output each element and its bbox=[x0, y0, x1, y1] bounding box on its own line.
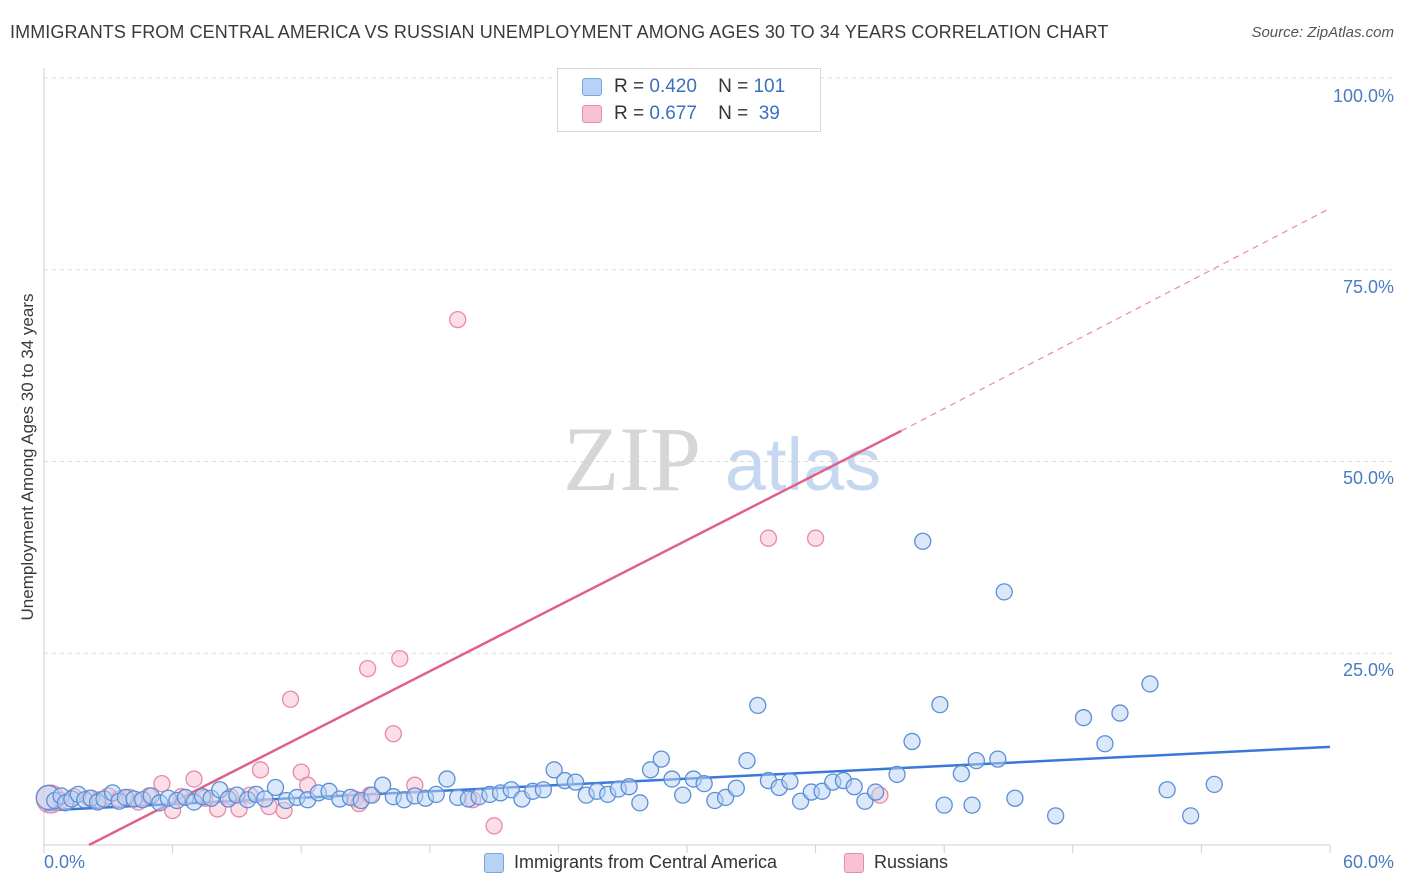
data-point-central-america bbox=[663, 770, 681, 788]
data-point-central-america bbox=[620, 778, 638, 796]
x-tick-label: 0.0% bbox=[44, 852, 86, 872]
data-point-central-america bbox=[781, 772, 799, 790]
legend-r-label: R = bbox=[614, 103, 645, 124]
legend-swatch-blue bbox=[582, 78, 602, 96]
data-point-russians bbox=[153, 774, 171, 793]
data-point-central-america bbox=[903, 732, 921, 751]
data-point-central-america bbox=[738, 751, 756, 770]
legend-row-blue: R = 0.420 N = 101 bbox=[582, 76, 785, 98]
y-tick-label: 75.0% bbox=[1342, 277, 1394, 297]
trend-lines bbox=[43, 207, 1331, 847]
data-point-russians bbox=[391, 649, 409, 668]
trend-line-russians bbox=[88, 429, 902, 847]
data-point-russians bbox=[185, 770, 203, 788]
data-point-central-america bbox=[967, 751, 985, 770]
legend-r-value: 0.420 bbox=[649, 76, 697, 97]
data-point-central-america bbox=[1047, 807, 1065, 825]
data-point-russians bbox=[384, 725, 403, 743]
data-point-central-america bbox=[363, 786, 381, 804]
watermark: ZIP atlas bbox=[563, 408, 881, 510]
legend-label: Immigrants from Central America bbox=[514, 852, 778, 872]
data-point-central-america bbox=[1006, 789, 1024, 807]
axes bbox=[43, 68, 1331, 853]
data-point-central-america bbox=[695, 774, 713, 793]
data-point-central-america bbox=[1096, 735, 1114, 753]
data-point-central-america bbox=[566, 773, 585, 791]
data-point-central-america bbox=[1205, 775, 1223, 794]
data-point-central-america bbox=[266, 778, 285, 797]
data-point-central-america bbox=[641, 761, 660, 779]
legend-n-value: 101 bbox=[753, 76, 786, 97]
series-legend: Immigrants from Central America Russians bbox=[0, 852, 1406, 876]
data-point-central-america bbox=[749, 696, 767, 715]
data-point-central-america bbox=[995, 583, 1013, 601]
legend-n-value: 39 bbox=[758, 103, 780, 124]
watermark-zip: ZIP bbox=[563, 408, 701, 510]
data-point-central-america bbox=[1074, 709, 1093, 727]
legend-r-value: 0.677 bbox=[649, 103, 697, 124]
data-point-central-america bbox=[1182, 807, 1200, 825]
legend-swatch-blue bbox=[484, 852, 504, 873]
data-point-central-america bbox=[674, 786, 692, 804]
legend-row-pink: R = 0.677 N = 39 bbox=[582, 103, 780, 125]
data-point-central-america bbox=[952, 765, 970, 783]
data-point-central-america bbox=[963, 796, 981, 814]
data-point-central-america bbox=[373, 776, 392, 794]
data-point-russians bbox=[358, 659, 377, 678]
trend-line-russians-extension bbox=[901, 207, 1331, 432]
chart-title: IMMIGRANTS FROM CENTRAL AMERICA VS RUSSI… bbox=[10, 22, 1109, 42]
data-point-central-america bbox=[888, 765, 906, 784]
data-point-russians bbox=[281, 690, 300, 708]
data-point-central-america bbox=[256, 790, 274, 808]
data-point-central-america bbox=[534, 781, 553, 799]
chart-source: Source: ZipAtlas.com bbox=[1251, 24, 1394, 41]
data-point-central-america bbox=[989, 750, 1007, 768]
data-point-central-america bbox=[866, 783, 885, 801]
legend-item-russians[interactable]: Russians bbox=[844, 852, 948, 873]
series-central-america-points bbox=[35, 532, 1223, 825]
data-point-central-america bbox=[845, 778, 863, 796]
data-point-central-america bbox=[931, 695, 949, 714]
data-point-central-america bbox=[1111, 704, 1129, 722]
legend-label: Russians bbox=[874, 852, 949, 872]
grid-lines bbox=[44, 77, 1392, 654]
data-point-central-america bbox=[652, 750, 670, 768]
data-point-russians bbox=[251, 761, 270, 779]
legend-n-label: N = bbox=[718, 76, 749, 97]
y-axis-label: Unemployment Among Ages 30 to 34 years bbox=[18, 293, 37, 621]
legend-r-label: R = bbox=[614, 76, 645, 97]
data-point-central-america bbox=[727, 779, 745, 797]
x-tick-label: 60.0% bbox=[1342, 852, 1394, 872]
data-point-russians bbox=[485, 817, 503, 835]
legend-item-central-america[interactable]: Immigrants from Central America bbox=[484, 852, 777, 873]
data-point-central-america bbox=[631, 794, 649, 812]
data-point-russians bbox=[449, 310, 467, 329]
data-point-central-america bbox=[427, 785, 445, 804]
legend-n-label: N = bbox=[718, 103, 749, 124]
legend-swatch-pink bbox=[582, 105, 602, 123]
legend-swatch-pink bbox=[844, 852, 864, 873]
watermark-atlas: atlas bbox=[725, 423, 881, 506]
data-point-russians bbox=[759, 529, 778, 547]
data-point-central-america bbox=[914, 532, 932, 550]
stats-legend: R = 0.420 N = 101 R = 0.677 N = 39 bbox=[557, 68, 821, 132]
data-point-central-america bbox=[935, 796, 953, 814]
data-point-central-america bbox=[438, 770, 456, 788]
y-tick-label: 100.0% bbox=[1332, 86, 1394, 106]
data-point-central-america bbox=[545, 761, 563, 779]
y-tick-label: 25.0% bbox=[1342, 660, 1394, 680]
y-tick-label: 50.0% bbox=[1342, 468, 1394, 488]
data-point-russians bbox=[806, 529, 825, 547]
data-point-central-america bbox=[1158, 781, 1176, 799]
data-point-central-america bbox=[1141, 675, 1159, 693]
